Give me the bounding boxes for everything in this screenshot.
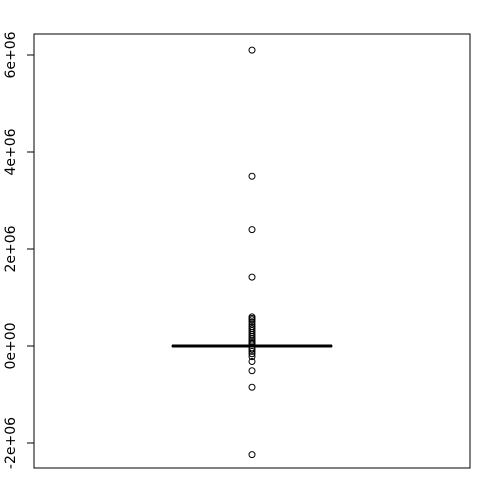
outlier-point — [248, 383, 256, 391]
outlier-point — [248, 353, 256, 361]
outlier-point — [248, 316, 256, 324]
outlier-point — [248, 226, 256, 234]
y-tick-label: 6e+06 — [3, 31, 19, 78]
outlier-point — [248, 332, 256, 340]
y-tick-label: 0e+00 — [3, 322, 19, 369]
outlier-point — [248, 358, 256, 366]
outlier-point — [248, 345, 256, 353]
plot-frame — [33, 33, 471, 469]
outlier-point — [248, 451, 256, 459]
outlier-point — [248, 273, 256, 281]
y-tick-label: -2e+06 — [3, 417, 19, 469]
y-tick-label: 4e+06 — [3, 128, 19, 175]
y-axis: -2e+06 0e+00 2e+06 4e+06 6e+06 — [3, 31, 35, 469]
y-tick-label: 2e+06 — [3, 225, 19, 272]
outliers — [248, 46, 256, 459]
outlier-point — [248, 350, 256, 358]
outlier-point — [248, 347, 256, 355]
outlier-point — [248, 172, 256, 180]
outlier-point — [248, 46, 256, 54]
outlier-point — [248, 318, 256, 326]
outlier-point — [248, 340, 256, 348]
outlier-point — [248, 367, 256, 375]
